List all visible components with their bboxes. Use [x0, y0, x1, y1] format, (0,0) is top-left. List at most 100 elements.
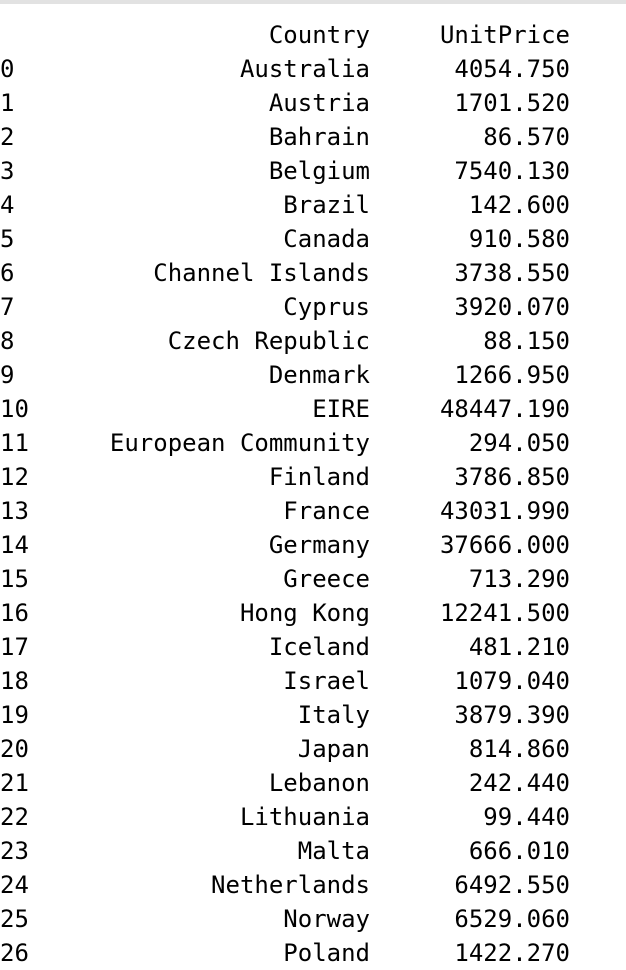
row-index: 12 [0, 463, 29, 491]
table-row: 15 Greece 713.290 [0, 562, 626, 596]
unit-price-cell: 6492.550 [454, 871, 570, 899]
row-index: 1 [0, 89, 15, 117]
data-rows: 0 Australia 4054.750 1 Austria 1701.520 2 Bahra… [0, 52, 626, 970]
country-cell: Germany [268, 531, 370, 559]
unit-price-cell: 43031.990 [439, 497, 570, 525]
country-cell: Israel [283, 667, 370, 695]
table-row: 26 Poland 1422.270 [0, 936, 626, 970]
unit-price-cell: 4054.750 [454, 55, 570, 83]
unit-price-cell: 88.150 [483, 327, 570, 355]
country-cell: Norway [283, 905, 370, 933]
country-cell: Poland [283, 939, 370, 967]
row-index: 15 [0, 565, 29, 593]
table-row: 16 Hong Kong 12241.500 [0, 596, 626, 630]
unit-price-cell: 48447.190 [439, 395, 570, 423]
country-cell: European Community [109, 429, 370, 457]
country-cell: Greece [283, 565, 370, 593]
unit-price-cell: 481.210 [468, 633, 570, 661]
row-index: 16 [0, 599, 29, 627]
unit-price-cell: 713.290 [468, 565, 570, 593]
unit-price-cell: 242.440 [468, 769, 570, 797]
unit-price-cell: 1079.040 [454, 667, 570, 695]
table-row: 11 European Community 294.050 [0, 426, 626, 460]
unit-price-cell: 99.440 [483, 803, 570, 831]
table-row: 23 Malta 666.010 [0, 834, 626, 868]
country-cell: Finland [268, 463, 370, 491]
row-index: 11 [0, 429, 29, 457]
table-row: 21 Lebanon 242.440 [0, 766, 626, 800]
table-row: 1 Austria 1701.520 [0, 86, 626, 120]
country-cell: Austria [268, 89, 370, 117]
table-row: 2 Bahrain 86.570 [0, 120, 626, 154]
row-index: 17 [0, 633, 29, 661]
row-index: 22 [0, 803, 29, 831]
table-row: 8 Czech Republic 88.150 [0, 324, 626, 358]
dataframe-output: Country UnitPrice 0 Australia 4054.750 1 Aus… [0, 18, 626, 970]
unit-price-cell: 12241.500 [439, 599, 570, 627]
unit-price-cell: 294.050 [468, 429, 570, 457]
table-row: 14 Germany 37666.000 [0, 528, 626, 562]
row-index: 4 [0, 191, 15, 219]
country-cell: Belgium [268, 157, 370, 185]
unit-price-cell: 142.600 [468, 191, 570, 219]
table-row: 17 Iceland 481.210 [0, 630, 626, 664]
country-cell: Lebanon [268, 769, 370, 797]
country-cell: Lithuania [239, 803, 370, 831]
country-cell: Cyprus [283, 293, 370, 321]
output-top-border [0, 0, 626, 4]
table-row: 20 Japan 814.860 [0, 732, 626, 766]
table-row: 13 France 43031.990 [0, 494, 626, 528]
table-row: 24 Netherlands 6492.550 [0, 868, 626, 902]
row-index: 8 [0, 327, 15, 355]
header-row: Country UnitPrice [0, 18, 626, 52]
country-cell: Channel Islands [153, 259, 370, 287]
table-row: 9 Denmark 1266.950 [0, 358, 626, 392]
unit-price-cell: 1266.950 [454, 361, 570, 389]
table-row: 5 Canada 910.580 [0, 222, 626, 256]
row-index: 13 [0, 497, 29, 525]
unit-price-cell: 7540.130 [454, 157, 570, 185]
row-index: 10 [0, 395, 29, 423]
country-cell: Hong Kong [239, 599, 370, 627]
row-index: 7 [0, 293, 15, 321]
unit-price-cell: 1422.270 [454, 939, 570, 967]
row-index: 2 [0, 123, 15, 151]
row-index: 19 [0, 701, 29, 729]
country-cell: EIRE [312, 395, 370, 423]
row-index: 26 [0, 939, 29, 967]
row-index: 0 [0, 55, 15, 83]
unit-price-cell: 3879.390 [454, 701, 570, 729]
country-cell: Japan [297, 735, 370, 763]
unit-price-cell: 1701.520 [454, 89, 570, 117]
row-index: 21 [0, 769, 29, 797]
unit-price-cell: 3786.850 [454, 463, 570, 491]
row-index: 20 [0, 735, 29, 763]
country-cell: Malta [297, 837, 370, 865]
country-cell: Czech Republic [167, 327, 370, 355]
table-row: 7 Cyprus 3920.070 [0, 290, 626, 324]
table-row: 0 Australia 4054.750 [0, 52, 626, 86]
country-cell: Iceland [268, 633, 370, 661]
unit-price-cell: 3738.550 [454, 259, 570, 287]
table-row: 19 Italy 3879.390 [0, 698, 626, 732]
table-row: 25 Norway 6529.060 [0, 902, 626, 936]
country-cell: Netherlands [211, 871, 370, 899]
unit-price-cell: 666.010 [468, 837, 570, 865]
unit-price-cell: 6529.060 [454, 905, 570, 933]
row-index: 5 [0, 225, 15, 253]
table-row: 4 Brazil 142.600 [0, 188, 626, 222]
unit-price-cell: 3920.070 [454, 293, 570, 321]
table-row: 22 Lithuania 99.440 [0, 800, 626, 834]
column-header-country: Country [268, 21, 370, 49]
table-row: 6 Channel Islands 3738.550 [0, 256, 626, 290]
row-index: 3 [0, 157, 15, 185]
country-cell: France [283, 497, 370, 525]
row-index: 25 [0, 905, 29, 933]
row-index: 9 [0, 361, 15, 389]
country-cell: Denmark [268, 361, 370, 389]
country-cell: Italy [297, 701, 370, 729]
row-index: 6 [0, 259, 15, 287]
column-header-unit-price: UnitPrice [439, 21, 570, 49]
row-index: 18 [0, 667, 29, 695]
table-row: 3 Belgium 7540.130 [0, 154, 626, 188]
